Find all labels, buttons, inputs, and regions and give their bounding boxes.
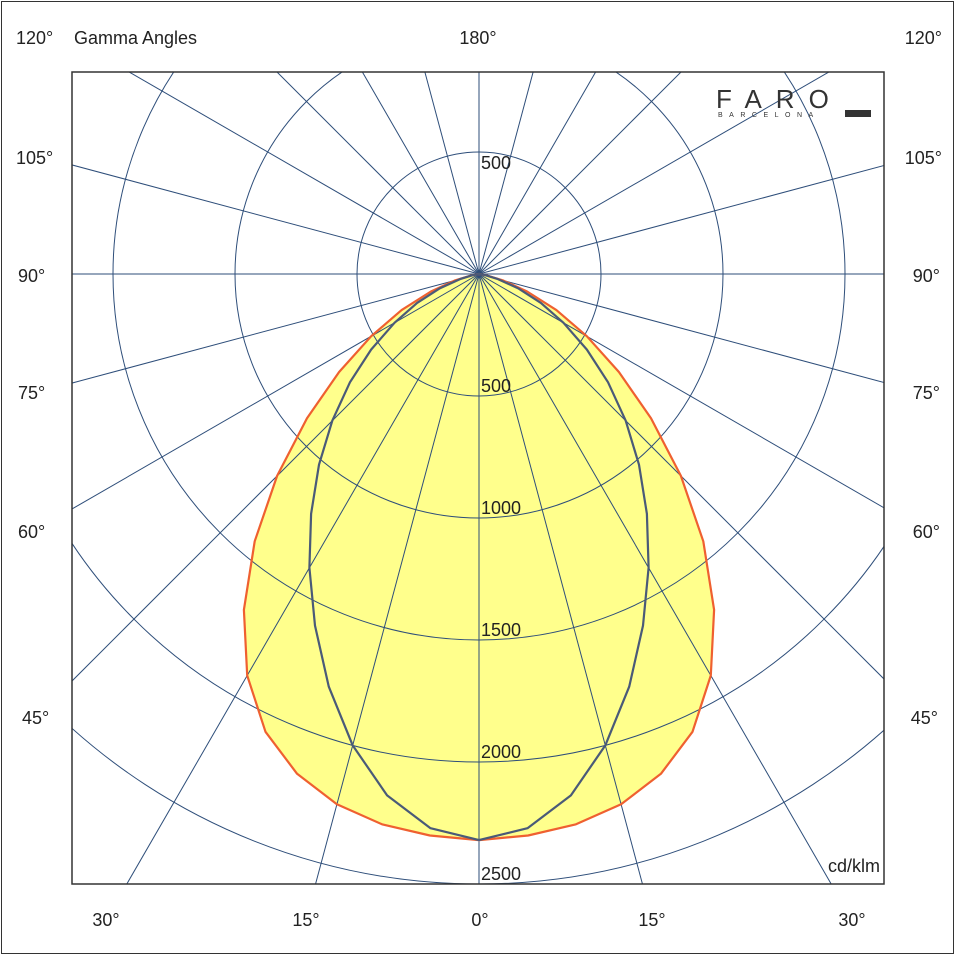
grid-spoke bbox=[478, 273, 643, 884]
grid-spoke bbox=[72, 273, 480, 682]
logo-wordmark: FARO bbox=[716, 84, 843, 114]
ring-label-layer: 500 1000 1500 2000 2500 500 bbox=[481, 153, 521, 884]
ring-label-500: 500 bbox=[481, 376, 511, 396]
angle-label-0: 0° bbox=[471, 910, 488, 930]
faro-logo: FARO BARCELONA bbox=[716, 84, 871, 119]
grid-spoke bbox=[361, 72, 480, 275]
angle-label-45-right: 45° bbox=[911, 708, 938, 728]
angle-label-60-left: 60° bbox=[18, 522, 45, 542]
grid-ring bbox=[234, 72, 724, 519]
angle-label-90-left: 90° bbox=[18, 266, 45, 286]
angle-label-120-right: 120° bbox=[905, 28, 942, 48]
ring-label-1500: 1500 bbox=[481, 620, 521, 640]
grid-ring bbox=[112, 72, 846, 641]
angle-label-15-right: 15° bbox=[638, 910, 665, 930]
ring-label-2500: 2500 bbox=[481, 864, 521, 884]
angle-label-60-right: 60° bbox=[913, 522, 940, 542]
angle-label-105-right: 105° bbox=[905, 148, 942, 168]
angle-label-30-right: 30° bbox=[838, 910, 865, 930]
grid-spoke bbox=[126, 273, 480, 884]
angle-label-15-left: 15° bbox=[292, 910, 319, 930]
grid-spoke bbox=[478, 273, 884, 384]
ring-label-top-500: 500 bbox=[481, 153, 511, 173]
unit-label: cd/klm bbox=[828, 856, 880, 876]
angle-label-120-left: 120° bbox=[16, 28, 53, 48]
curve-layer bbox=[242, 272, 716, 842]
plot-border bbox=[71, 71, 885, 885]
grid-spoke bbox=[478, 273, 884, 680]
grid-ring bbox=[356, 151, 602, 397]
grid-spoke bbox=[478, 164, 884, 275]
logo-bar bbox=[845, 110, 871, 117]
ring-label-2000: 2000 bbox=[481, 742, 521, 762]
grid-ring bbox=[72, 542, 884, 763]
series-curve-1 bbox=[308, 272, 650, 842]
grid-spoke bbox=[315, 273, 480, 884]
angle-label-45-left: 45° bbox=[22, 708, 49, 728]
angle-label-30-left: 30° bbox=[92, 910, 119, 930]
grid-spoke bbox=[72, 164, 480, 275]
grid-spoke bbox=[128, 72, 480, 275]
ring-label-1000: 1000 bbox=[481, 498, 521, 518]
grid-spoke bbox=[276, 72, 480, 275]
grid-spoke bbox=[478, 72, 597, 275]
grid-spoke bbox=[478, 72, 682, 275]
chart-title: Gamma Angles bbox=[74, 28, 197, 48]
angle-label-180: 180° bbox=[459, 28, 496, 48]
angle-label-105-left: 105° bbox=[16, 148, 53, 168]
grid-spoke bbox=[478, 72, 534, 275]
grid-spoke bbox=[72, 273, 480, 384]
grid-spoke bbox=[478, 273, 832, 884]
grid-spoke bbox=[478, 72, 830, 275]
angle-label-75-right: 75° bbox=[913, 383, 940, 403]
grid-spoke bbox=[424, 72, 480, 275]
angle-label-90-right: 90° bbox=[913, 266, 940, 286]
angle-label-75-left: 75° bbox=[18, 383, 45, 403]
logo-subtitle: BARCELONA bbox=[718, 112, 820, 119]
